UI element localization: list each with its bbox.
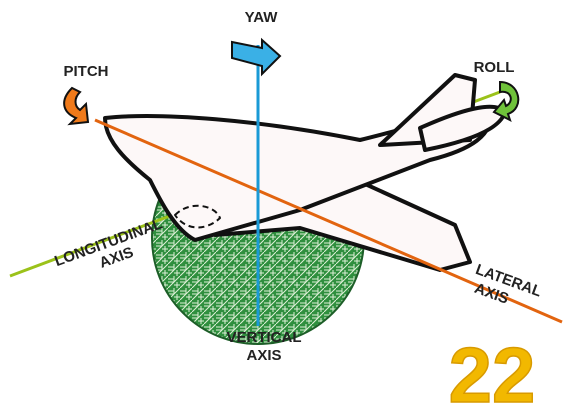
vertical-label: AXIS xyxy=(246,347,281,364)
pitch-label: PITCH xyxy=(64,63,109,80)
roll-label: ROLL xyxy=(474,59,515,76)
yaw-arrow xyxy=(232,40,280,74)
pitch-arrow xyxy=(64,88,88,124)
vertical-label: VERTICAL xyxy=(227,329,302,346)
roll-arrow xyxy=(494,82,518,120)
page-number: 22 xyxy=(449,331,536,410)
illustration: YAW PITCH ROLL LONGITUDINAL AXIS LATERAL… xyxy=(0,0,564,410)
yaw-label: YAW xyxy=(245,9,279,26)
